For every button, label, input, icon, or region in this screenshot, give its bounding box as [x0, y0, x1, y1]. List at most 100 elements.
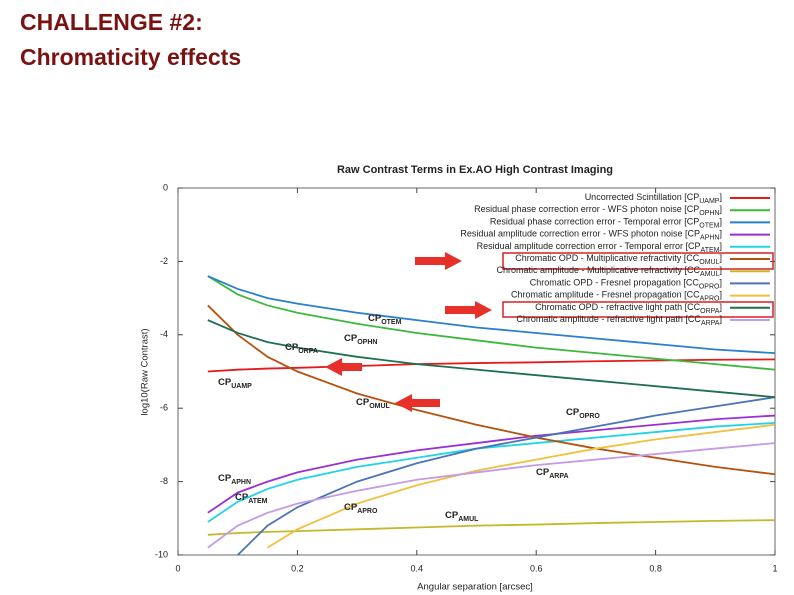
annotation-sub: UAMP — [231, 383, 252, 390]
legend-close: ] — [719, 192, 722, 202]
y-tick-label: -2 — [160, 256, 168, 266]
y-tick-label: -10 — [155, 549, 168, 559]
annotation-sub: AMUL — [458, 516, 479, 523]
legend-label: Chromatic OPD - refractive light path [C… — [535, 302, 722, 314]
legend-sub: AMUL — [700, 271, 720, 278]
legend-label: Chromatic OPD - Multiplicative refractiv… — [515, 253, 722, 265]
arrows — [325, 252, 492, 412]
annotation-text: CP — [235, 492, 249, 503]
annotation-sub: OTEM — [381, 319, 401, 326]
curve-annotation: CPOPRO — [566, 407, 600, 420]
y-tick-label: -4 — [160, 329, 168, 339]
x-tick-label: 0.8 — [649, 563, 662, 573]
curve-annotation: CPOMUL — [356, 397, 391, 410]
legend-sub: ATEM — [701, 247, 720, 254]
series-line — [207, 421, 775, 523]
legend-sub: APRO — [700, 295, 720, 302]
legend-name: Chromatic OPD - Fresnel propagation [CC — [530, 278, 700, 288]
annotation-text: CP — [218, 473, 232, 484]
annotation-text: CP — [344, 333, 358, 344]
series-line — [207, 319, 775, 399]
legend-name: Chromatic amplitude - Multiplicative ref… — [496, 266, 700, 276]
series-line — [207, 304, 775, 476]
legend-label: Residual amplitude correction error - WF… — [460, 229, 722, 241]
legend-name: Residual amplitude correction error - WF… — [460, 229, 700, 239]
legend-sub: OPRO — [699, 283, 720, 290]
slide-title: CHALLENGE #2: — [20, 9, 203, 35]
annotation-text: CP — [566, 407, 580, 418]
legend-sub: ORPA — [700, 308, 720, 315]
legend-label: Chromatic amplitude - Fresnel propagatio… — [511, 290, 722, 302]
legend-sub: ARPA — [701, 320, 720, 327]
legend-sub: OMUL — [699, 259, 719, 266]
curve-annotation: CPUAMP — [218, 377, 252, 390]
annotation-sub: APRO — [357, 508, 378, 515]
legend-name: Chromatic amplitude - refractive light p… — [516, 314, 701, 324]
legend-name: Residual amplitude correction error - Te… — [477, 241, 701, 251]
arrow — [395, 394, 440, 412]
legend-name: Residual phase correction error - Tempor… — [490, 217, 699, 227]
highlight-box — [502, 252, 774, 270]
legend-name: Residual phase correction error - WFS ph… — [474, 205, 699, 215]
legend-sub: UAMP — [699, 198, 720, 205]
annotation-sub: OPRO — [579, 413, 600, 420]
x-axis-label: Angular separation [arcsec] — [417, 582, 533, 593]
legend-label: Chromatic amplitude - refractive light p… — [516, 314, 722, 326]
arrow — [445, 301, 492, 319]
annotation-sub: ORPA — [298, 348, 318, 355]
legend-close: ] — [719, 205, 722, 215]
annotation-text: CP — [536, 467, 550, 478]
slide-title: Chromaticity effects — [20, 44, 241, 70]
annotation-text: CP — [218, 377, 232, 388]
legend-label: Residual phase correction error - Tempor… — [490, 217, 722, 229]
curve-annotation: CPOTEM — [368, 313, 402, 326]
curve-annotation: CPAMUL — [445, 510, 479, 523]
annotation-text: CP — [344, 502, 358, 513]
curve-annotation: CPATEM — [235, 492, 268, 505]
y-tick-label: 0 — [163, 182, 168, 192]
legend-label: Uncorrected Scintillation [CPUAMP] — [585, 192, 722, 204]
highlight-box — [502, 301, 774, 318]
curve-annotation: CPARPA — [536, 467, 569, 480]
legend-close: ] — [719, 302, 722, 312]
legend-label: Residual amplitude correction error - Te… — [477, 241, 722, 253]
annotation-text: CP — [356, 397, 370, 408]
legend-sub: OPHN — [699, 210, 719, 217]
legend-close: ] — [719, 266, 722, 276]
legend-close: ] — [719, 278, 722, 288]
series-line — [207, 275, 775, 355]
x-tick-label: 0.4 — [411, 563, 424, 573]
legend-close: ] — [719, 290, 722, 300]
legend-close: ] — [719, 253, 722, 263]
annotation-sub: OPHN — [357, 339, 377, 346]
curve-annotation: CPORPA — [285, 342, 318, 355]
arrow — [325, 358, 362, 376]
legend-name: Chromatic amplitude - Fresnel propagatio… — [511, 290, 700, 300]
x-tick-label: 0 — [175, 563, 180, 573]
curve-annotation: CPOPHN — [344, 333, 377, 346]
annotation-text: CP — [285, 342, 299, 353]
series-line — [207, 275, 775, 371]
annotation-sub: ATEM — [248, 498, 267, 505]
series-line — [237, 396, 775, 555]
series-line — [267, 423, 775, 549]
legend-close: ] — [719, 241, 722, 251]
annotation-text: CP — [445, 510, 459, 521]
legend-label: Chromatic amplitude - Multiplicative ref… — [496, 266, 722, 278]
plot-frame — [177, 187, 776, 556]
arrow — [415, 252, 462, 270]
curve-annotation: CPAPHN — [218, 473, 251, 486]
annotation-sub: OMUL — [369, 403, 390, 410]
x-tick-label: 0.2 — [291, 563, 304, 573]
x-tick-label: 0.6 — [530, 563, 543, 573]
legend-name: Chromatic OPD - Multiplicative refractiv… — [515, 253, 700, 263]
series-line — [207, 519, 775, 536]
legend-close: ] — [719, 314, 722, 324]
annotation-sub: APHN — [231, 479, 251, 486]
legend-close: ] — [719, 229, 722, 239]
legend-label: Residual phase correction error - WFS ph… — [474, 205, 722, 217]
legend-sub: APHN — [700, 234, 719, 241]
y-tick-label: -8 — [160, 476, 168, 486]
